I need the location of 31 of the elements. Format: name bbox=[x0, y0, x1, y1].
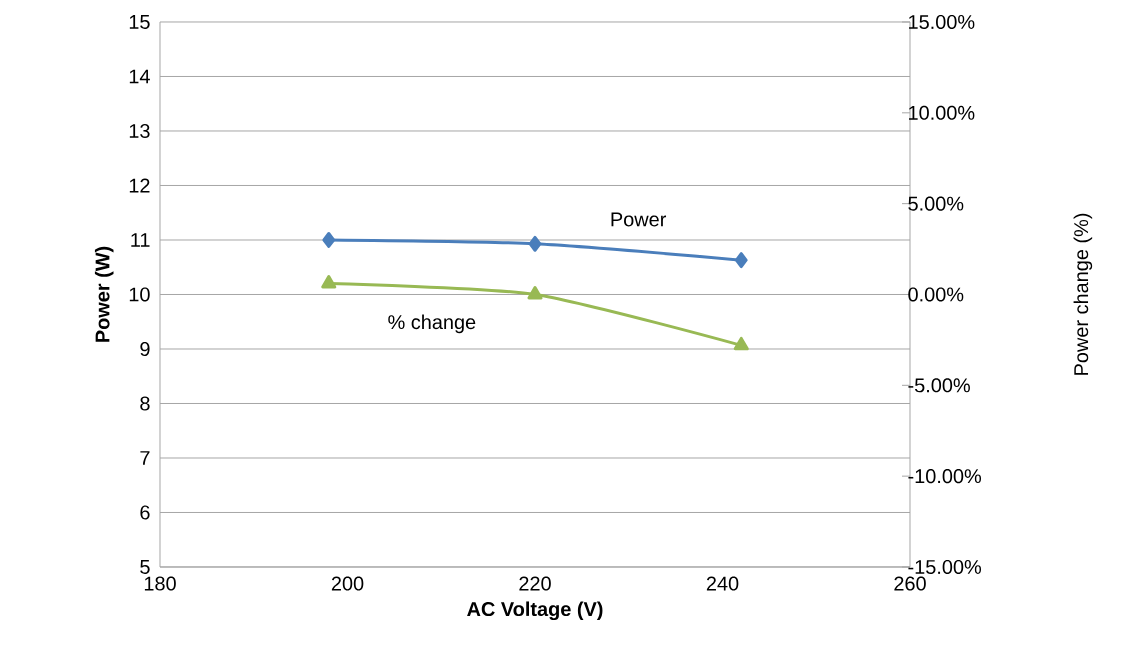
y-tick-label: 8 bbox=[140, 396, 150, 411]
y-tick-label: 9 bbox=[140, 341, 150, 357]
x-tick-label: 260 bbox=[894, 576, 926, 591]
y-tick-label: 7 bbox=[140, 451, 150, 465]
series-label: Power bbox=[611, 212, 667, 227]
y2-tick-label: 5.00% bbox=[908, 196, 964, 211]
point bbox=[733, 336, 749, 351]
y2-axis-title: Power change (%) bbox=[1073, 213, 1093, 375]
x-tick-label: 240 bbox=[706, 576, 739, 591]
y-tick-label: 11 bbox=[131, 233, 150, 247]
point bbox=[527, 286, 543, 300]
y-tick-label: 12 bbox=[129, 178, 150, 193]
y2-tick-label: -5.00% bbox=[908, 378, 970, 393]
series-label: % change bbox=[388, 314, 476, 334]
y-axis-title: Power (W) bbox=[94, 246, 114, 342]
y-tick-label: 5 bbox=[140, 560, 150, 574]
x-axis-title: AC Voltage (V) bbox=[467, 601, 603, 621]
y2-tick-label: 15.00% bbox=[909, 14, 975, 30]
y2-tick-label: -15.00% bbox=[908, 559, 982, 575]
y-tick-label: 15 bbox=[129, 15, 150, 29]
y-tick-label: 13 bbox=[129, 123, 150, 139]
y2-tick-label: 0.00% bbox=[908, 287, 964, 302]
y-tick-label: 6 bbox=[140, 505, 150, 520]
point bbox=[321, 275, 337, 289]
y-tick-label: 14 bbox=[129, 69, 150, 84]
y2-tick-label: 10.00% bbox=[909, 105, 975, 120]
x-tick-label: 220 bbox=[519, 576, 551, 591]
x-tick-label: 200 bbox=[331, 576, 364, 591]
y-tick-label: 10 bbox=[129, 287, 150, 302]
x-tick-label: 180 bbox=[144, 576, 176, 591]
y2-tick-label: -10.00% bbox=[908, 469, 982, 484]
